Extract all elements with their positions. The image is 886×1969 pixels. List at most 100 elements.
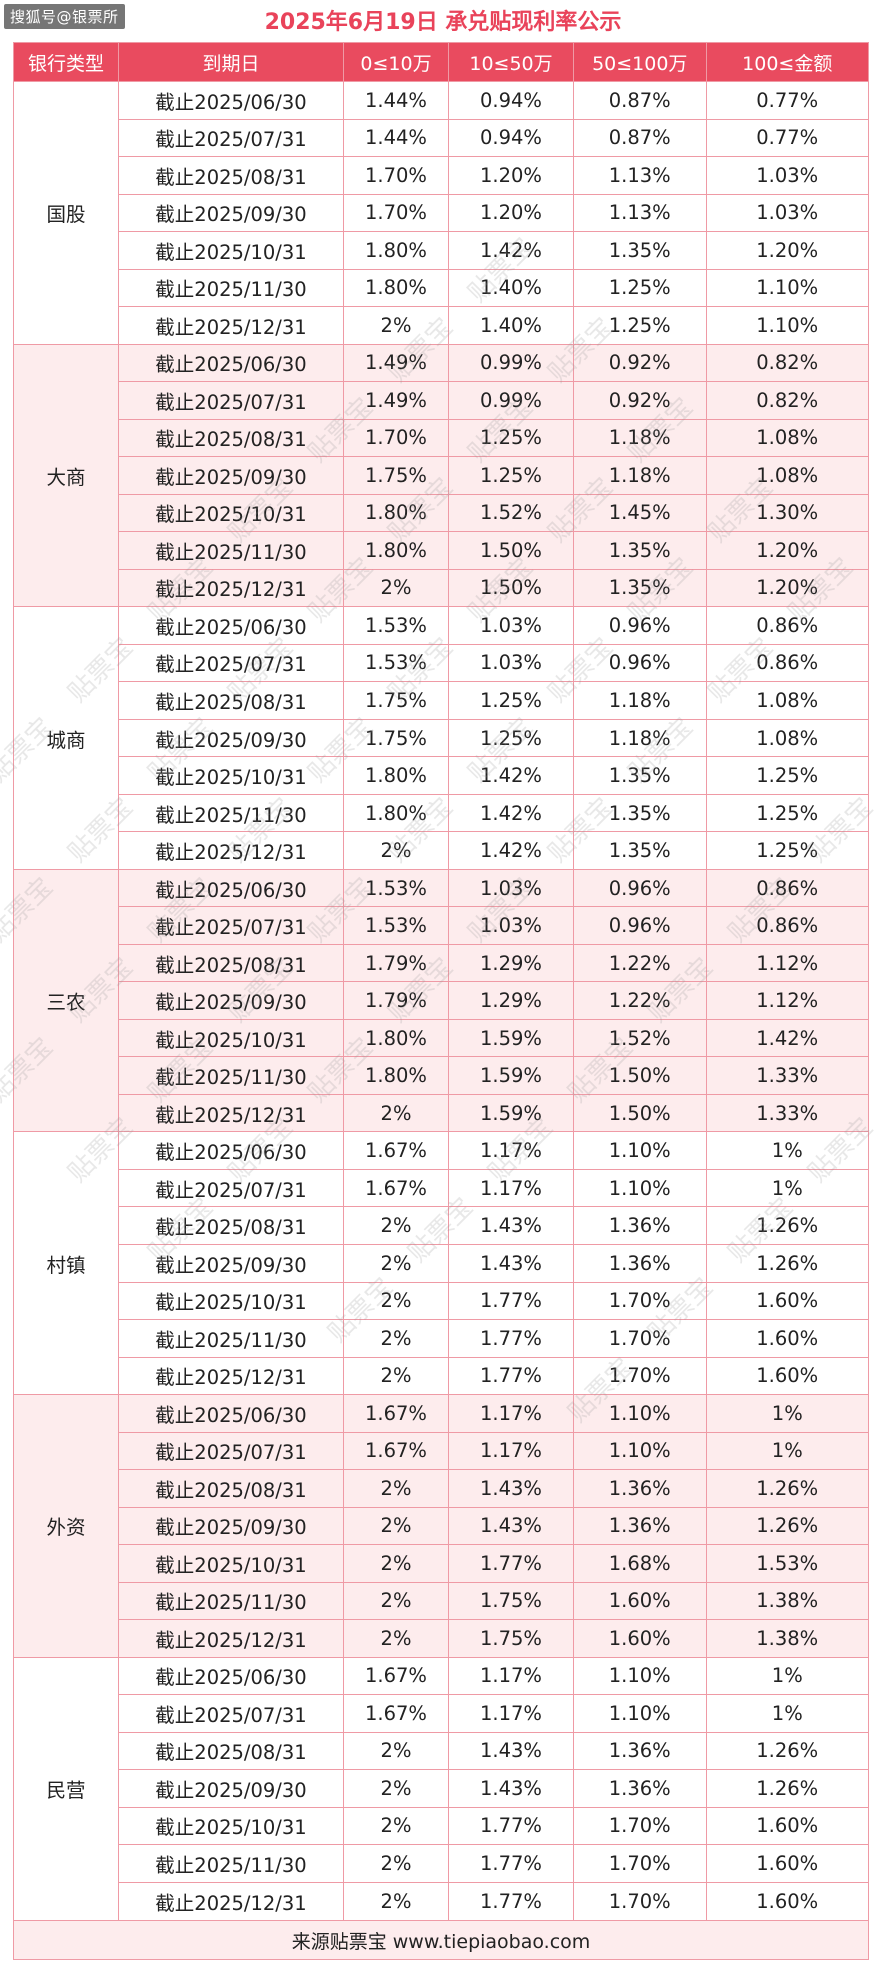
rate-tier-4-cell: 0.86% bbox=[705, 906, 869, 945]
rate-tier-1-cell: 2% bbox=[343, 1619, 449, 1658]
table-row: 截止2025/12/31 2% 1.77% 1.70% 1.60% bbox=[14, 1881, 869, 1922]
maturity-cell: 截止2025/09/30 bbox=[118, 456, 344, 495]
maturity-cell: 截止2025/10/31 bbox=[118, 1544, 344, 1583]
rate-tier-3-cell: 1.18% bbox=[573, 681, 707, 720]
rate-tier-2-cell: 1.17% bbox=[448, 1394, 574, 1433]
rate-tier-2-cell: 1.03% bbox=[448, 868, 574, 908]
rate-tier-1-cell: 1.80% bbox=[343, 756, 449, 795]
rate-tier-2-cell: 1.42% bbox=[448, 231, 574, 270]
rate-tier-3-cell: 1.36% bbox=[573, 1469, 707, 1508]
header-maturity: 到期日 bbox=[118, 42, 344, 82]
rate-tier-3-cell: 1.70% bbox=[573, 1281, 707, 1321]
table-row: 截止2025/11/30 2% 1.77% 1.70% 1.60% bbox=[14, 1844, 869, 1883]
rate-tier-4-cell: 1.08% bbox=[705, 418, 869, 458]
rate-tier-2-cell: 1.25% bbox=[448, 418, 574, 458]
rate-tier-3-cell: 1.22% bbox=[573, 943, 707, 983]
rate-tier-1-cell: 2% bbox=[343, 1806, 449, 1846]
rate-tier-3-cell: 1.10% bbox=[573, 1431, 707, 1471]
rate-tier-1-cell: 1.75% bbox=[343, 681, 449, 720]
rate-tier-4-cell: 1.20% bbox=[705, 531, 869, 570]
rate-tier-4-cell: 1.10% bbox=[705, 268, 869, 308]
rate-tier-2-cell: 1.77% bbox=[448, 1844, 574, 1883]
rate-tier-1-cell: 1.75% bbox=[343, 456, 449, 495]
table-row: 截止2025/08/31 2% 1.43% 1.36% 1.26% bbox=[14, 1731, 869, 1771]
rate-tier-2-cell: 1.59% bbox=[448, 1056, 574, 1095]
rate-tier-1-cell: 1.67% bbox=[343, 1394, 449, 1433]
rate-tier-3-cell: 1.18% bbox=[573, 718, 707, 758]
rate-tier-4-cell: 1.60% bbox=[705, 1844, 869, 1883]
rate-tier-2-cell: 1.03% bbox=[448, 606, 574, 645]
rate-tier-4-cell: 1.08% bbox=[705, 681, 869, 720]
table-row: 村镇 截止2025/06/30 1.67% 1.17% 1.10% 1% bbox=[13, 1131, 869, 1396]
rate-tier-3-cell: 1.10% bbox=[573, 1168, 707, 1208]
maturity-cell: 截止2025/08/31 bbox=[118, 156, 344, 195]
rate-tier-2-cell: 1.40% bbox=[448, 268, 574, 308]
rate-tier-4-cell: 1% bbox=[705, 1656, 869, 1696]
maturity-cell: 截止2025/06/30 bbox=[118, 1656, 344, 1696]
rate-tier-3-cell: 0.87% bbox=[573, 118, 707, 158]
rate-tier-4-cell: 0.86% bbox=[705, 606, 869, 645]
rate-tier-1-cell: 2% bbox=[343, 1281, 449, 1321]
rate-tier-2-cell: 1.77% bbox=[448, 1806, 574, 1846]
maturity-cell: 截止2025/12/31 bbox=[118, 1619, 344, 1658]
table-row: 截止2025/09/30 1.70% 1.20% 1.13% 1.03% bbox=[14, 193, 869, 233]
rate-tier-3-cell: 1.25% bbox=[573, 268, 707, 308]
rate-tier-4-cell: 1.26% bbox=[705, 1769, 869, 1808]
source-footer: 来源贴票宝 www.tiepiaobao.com bbox=[13, 1920, 869, 1960]
rate-tier-1-cell: 1.53% bbox=[343, 643, 449, 683]
rate-tier-1-cell: 1.80% bbox=[343, 231, 449, 270]
rate-tier-2-cell: 1.17% bbox=[448, 1694, 574, 1733]
maturity-cell: 截止2025/11/30 bbox=[118, 1844, 344, 1883]
rate-tier-3-cell: 0.92% bbox=[573, 343, 707, 383]
maturity-cell: 截止2025/11/30 bbox=[118, 268, 344, 308]
maturity-cell: 截止2025/06/30 bbox=[118, 343, 344, 383]
table-row: 截止2025/11/30 1.80% 1.42% 1.35% 1.25% bbox=[14, 793, 869, 833]
rate-tier-4-cell: 1.33% bbox=[705, 1093, 869, 1133]
rate-tier-3-cell: 1.70% bbox=[573, 1319, 707, 1358]
table-row: 截止2025/12/31 2% 1.59% 1.50% 1.33% bbox=[14, 1093, 869, 1133]
page-title: 2025年6月19日 承兑贴现利率公示 bbox=[264, 10, 622, 35]
rate-tier-3-cell: 1.50% bbox=[573, 1056, 707, 1095]
maturity-cell: 截止2025/07/31 bbox=[118, 1431, 344, 1471]
header-tier-1: 0≤10万 bbox=[343, 42, 449, 82]
table-body: 国股 截止2025/06/30 1.44% 0.94% 0.87% 0.77% 截止2025… bbox=[13, 81, 869, 1922]
rate-tier-3-cell: 0.96% bbox=[573, 606, 707, 645]
rate-tier-4-cell: 1.60% bbox=[705, 1356, 869, 1396]
rate-tier-3-cell: 1.22% bbox=[573, 981, 707, 1020]
maturity-cell: 截止2025/10/31 bbox=[118, 1281, 344, 1321]
rate-tier-4-cell: 1.25% bbox=[705, 831, 869, 870]
table-row: 截止2025/08/31 1.75% 1.25% 1.18% 1.08% bbox=[14, 681, 869, 720]
rate-tier-1-cell: 1.80% bbox=[343, 1056, 449, 1095]
rate-tier-2-cell: 1.50% bbox=[448, 531, 574, 570]
maturity-cell: 截止2025/06/30 bbox=[118, 606, 344, 645]
table-row: 截止2025/08/31 1.79% 1.29% 1.22% 1.12% bbox=[14, 943, 869, 983]
rate-tier-2-cell: 0.94% bbox=[448, 81, 574, 120]
table-row: 截止2025/08/31 1.70% 1.20% 1.13% 1.03% bbox=[14, 156, 869, 195]
maturity-cell: 截止2025/07/31 bbox=[118, 381, 344, 420]
rate-tier-4-cell: 1.60% bbox=[705, 1281, 869, 1321]
table-row: 截止2025/12/31 2% 1.50% 1.35% 1.20% bbox=[14, 568, 869, 608]
rate-tier-3-cell: 1.36% bbox=[573, 1769, 707, 1808]
rate-tier-1-cell: 2% bbox=[343, 1206, 449, 1245]
rate-tier-3-cell: 1.60% bbox=[573, 1619, 707, 1658]
rate-tier-1-cell: 1.44% bbox=[343, 118, 449, 158]
rate-tier-2-cell: 1.29% bbox=[448, 943, 574, 983]
rate-tier-3-cell: 1.13% bbox=[573, 193, 707, 233]
rate-tier-2-cell: 0.94% bbox=[448, 118, 574, 158]
table-row: 截止2025/12/31 2% 1.42% 1.35% 1.25% bbox=[14, 831, 869, 870]
rate-tier-2-cell: 1.43% bbox=[448, 1769, 574, 1808]
maturity-cell: 截止2025/10/31 bbox=[118, 493, 344, 533]
table-row: 截止2025/10/31 1.80% 1.42% 1.35% 1.20% bbox=[14, 231, 869, 270]
maturity-cell: 截止2025/11/30 bbox=[118, 1581, 344, 1621]
table-row: 截止2025/08/31 2% 1.43% 1.36% 1.26% bbox=[14, 1469, 869, 1508]
rate-tier-3-cell: 1.36% bbox=[573, 1506, 707, 1546]
maturity-cell: 截止2025/09/30 bbox=[118, 1506, 344, 1546]
table-row: 截止2025/10/31 2% 1.77% 1.70% 1.60% bbox=[14, 1806, 869, 1846]
rate-tier-1-cell: 1.67% bbox=[343, 1694, 449, 1733]
rate-tier-4-cell: 1.60% bbox=[705, 1881, 869, 1922]
maturity-cell: 截止2025/10/31 bbox=[118, 756, 344, 795]
rate-tier-1-cell: 1.80% bbox=[343, 1018, 449, 1058]
rate-tier-4-cell: 1.26% bbox=[705, 1206, 869, 1245]
maturity-cell: 截止2025/06/30 bbox=[118, 868, 344, 908]
maturity-cell: 截止2025/11/30 bbox=[118, 1056, 344, 1095]
